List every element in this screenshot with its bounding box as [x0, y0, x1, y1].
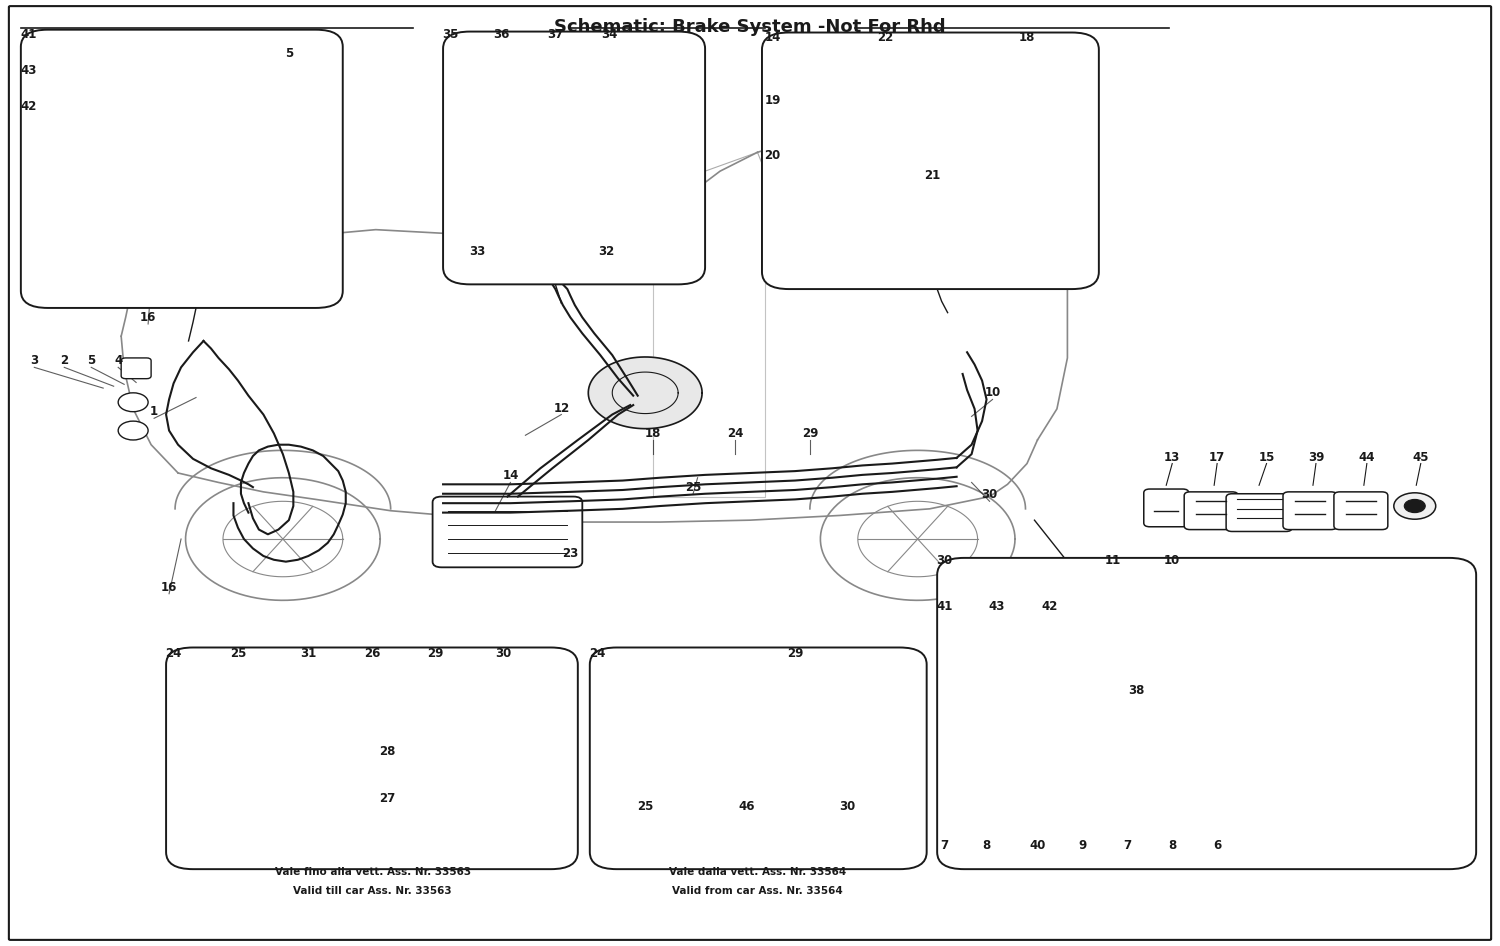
Polygon shape [821, 478, 1016, 601]
Text: 7: 7 [1124, 839, 1131, 852]
FancyBboxPatch shape [1184, 492, 1237, 530]
Text: 16: 16 [140, 311, 156, 324]
Text: 26: 26 [364, 647, 381, 659]
Text: 46: 46 [740, 799, 756, 813]
Text: 25: 25 [638, 799, 654, 813]
Text: 3: 3 [30, 355, 39, 367]
Text: 9: 9 [1078, 839, 1086, 852]
Text: 16: 16 [160, 581, 177, 594]
Text: 28: 28 [380, 745, 396, 758]
Text: 14: 14 [765, 31, 780, 44]
Text: 1: 1 [150, 405, 158, 418]
Text: 23: 23 [562, 547, 579, 560]
Circle shape [118, 393, 148, 412]
Text: 24: 24 [728, 427, 742, 440]
Text: 6: 6 [1214, 839, 1221, 852]
Text: 30: 30 [981, 488, 998, 501]
FancyBboxPatch shape [1334, 492, 1388, 530]
Text: 41: 41 [936, 600, 952, 613]
Text: 25: 25 [686, 481, 702, 494]
Text: Vale dalla vett. Ass. Nr. 33564: Vale dalla vett. Ass. Nr. 33564 [669, 867, 846, 877]
Text: 38: 38 [1128, 685, 1144, 697]
FancyBboxPatch shape [442, 31, 705, 285]
Text: 30: 30 [936, 554, 952, 568]
Text: 25: 25 [230, 647, 246, 659]
Text: Valid till car Ass. Nr. 33563: Valid till car Ass. Nr. 33563 [294, 885, 452, 896]
Text: Schematic: Brake System -Not For Rhd: Schematic: Brake System -Not For Rhd [554, 18, 946, 36]
Text: 18: 18 [645, 427, 662, 440]
Text: 12: 12 [554, 401, 570, 414]
Text: 29: 29 [801, 427, 818, 440]
Text: 33: 33 [470, 245, 486, 258]
Text: 29: 29 [786, 647, 802, 659]
FancyBboxPatch shape [1144, 489, 1188, 527]
FancyBboxPatch shape [122, 358, 152, 378]
Text: 24: 24 [165, 647, 182, 659]
Text: 15: 15 [1258, 450, 1275, 464]
Text: 8: 8 [982, 839, 990, 852]
Text: 39: 39 [1308, 450, 1324, 464]
FancyBboxPatch shape [590, 647, 927, 869]
Text: 30: 30 [495, 647, 512, 659]
Text: 29: 29 [427, 647, 444, 659]
Text: 34: 34 [602, 28, 618, 41]
Text: 35: 35 [442, 28, 459, 41]
Text: 42: 42 [1041, 600, 1058, 613]
Text: 31: 31 [300, 647, 316, 659]
FancyBboxPatch shape [432, 497, 582, 568]
Text: 40: 40 [1029, 839, 1045, 852]
Text: Vale fino alla vett. Ass. Nr. 33563: Vale fino alla vett. Ass. Nr. 33563 [274, 867, 471, 877]
Text: 7: 7 [940, 839, 948, 852]
Text: 17: 17 [1209, 450, 1225, 464]
FancyBboxPatch shape [1226, 494, 1292, 532]
Text: 30: 30 [839, 799, 855, 813]
Text: 20: 20 [765, 149, 780, 162]
Text: 45: 45 [1413, 450, 1430, 464]
FancyBboxPatch shape [762, 32, 1100, 289]
Text: 24: 24 [590, 647, 606, 659]
Text: 13: 13 [1164, 450, 1180, 464]
Text: 41: 41 [20, 28, 36, 41]
Text: 2: 2 [60, 355, 69, 367]
Text: 44: 44 [1359, 450, 1376, 464]
Text: 27: 27 [380, 792, 396, 805]
Text: 43: 43 [988, 600, 1005, 613]
Text: 8: 8 [1168, 839, 1176, 852]
Text: Valid from car Ass. Nr. 33564: Valid from car Ass. Nr. 33564 [672, 885, 843, 896]
Text: 14: 14 [503, 469, 519, 482]
Text: 11: 11 [1104, 554, 1120, 568]
Circle shape [1404, 499, 1425, 513]
Text: 36: 36 [494, 28, 510, 41]
Text: 10: 10 [1164, 554, 1180, 568]
FancyBboxPatch shape [938, 558, 1476, 869]
Text: 21: 21 [924, 169, 940, 183]
Text: 4: 4 [114, 355, 123, 367]
FancyBboxPatch shape [1282, 492, 1336, 530]
Text: 19: 19 [765, 94, 780, 107]
Text: 18: 18 [1019, 31, 1035, 44]
Text: 43: 43 [20, 63, 36, 77]
Text: 37: 37 [548, 28, 564, 41]
Text: 32: 32 [598, 245, 615, 258]
Polygon shape [588, 357, 702, 429]
Text: 5: 5 [87, 355, 96, 367]
Circle shape [1394, 493, 1435, 519]
Text: 10: 10 [984, 386, 1000, 399]
Circle shape [118, 421, 148, 440]
FancyBboxPatch shape [9, 6, 1491, 940]
FancyBboxPatch shape [21, 29, 344, 308]
Text: 5: 5 [285, 47, 292, 60]
Text: 42: 42 [20, 99, 36, 113]
FancyBboxPatch shape [166, 647, 578, 869]
Polygon shape [186, 478, 380, 601]
Text: 22: 22 [876, 31, 892, 44]
